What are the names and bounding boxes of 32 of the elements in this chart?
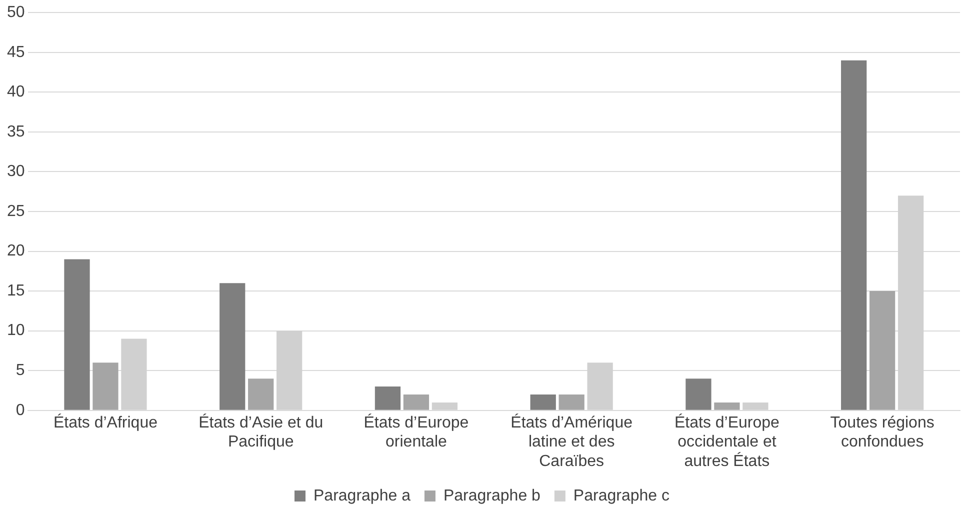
y-tick-label: 5 <box>16 362 25 380</box>
y-tick-label: 20 <box>7 242 25 260</box>
legend-label: Paragraphe a <box>314 487 411 504</box>
bar <box>530 394 556 410</box>
bar <box>220 283 246 410</box>
bar <box>248 378 274 410</box>
x-tick-label: États d’Amérique latine et des Caraïbes <box>510 413 633 470</box>
y-tick-label: 30 <box>7 163 25 180</box>
x-tick-label: Toutes régions confondues <box>830 414 934 451</box>
bar <box>558 394 584 410</box>
y-tick-label: 35 <box>7 123 25 140</box>
x-tick-label: États d’Afrique <box>53 413 158 432</box>
legend-label: Paragraphe b <box>443 487 541 504</box>
y-tick-label: 15 <box>7 282 25 300</box>
bar <box>403 394 430 410</box>
bar <box>374 386 401 410</box>
bar <box>64 259 90 410</box>
bar <box>870 291 896 410</box>
y-tick-label: 25 <box>7 202 25 220</box>
bar <box>92 362 118 410</box>
bar <box>714 402 740 410</box>
y-tick-label: 40 <box>7 84 25 101</box>
y-tick-label: 50 <box>7 4 25 22</box>
bar <box>686 378 712 410</box>
x-tick-label: États d’Asie et du Pacifique <box>198 413 324 451</box>
y-tick-label: 0 <box>16 402 25 419</box>
x-tick-label: États d’Europe orientale <box>364 413 469 451</box>
legend-label: Paragraphe c <box>573 487 670 504</box>
y-tick-label: 45 <box>7 44 25 61</box>
bar <box>841 60 867 410</box>
y-tick-label: 10 <box>7 322 25 340</box>
x-tick-label: États d’Europe occidentale et autres États <box>674 413 780 470</box>
